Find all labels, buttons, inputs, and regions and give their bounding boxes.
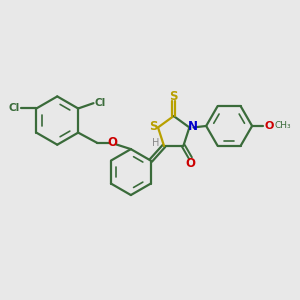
Text: Cl: Cl	[9, 103, 20, 113]
Text: Cl: Cl	[94, 98, 106, 108]
Text: O: O	[108, 136, 118, 149]
Text: N: N	[188, 120, 198, 133]
Text: S: S	[149, 120, 158, 133]
Text: O: O	[185, 157, 196, 169]
Text: CH₃: CH₃	[274, 121, 291, 130]
Text: O: O	[265, 121, 274, 131]
Text: S: S	[169, 90, 178, 103]
Text: H: H	[152, 138, 159, 148]
